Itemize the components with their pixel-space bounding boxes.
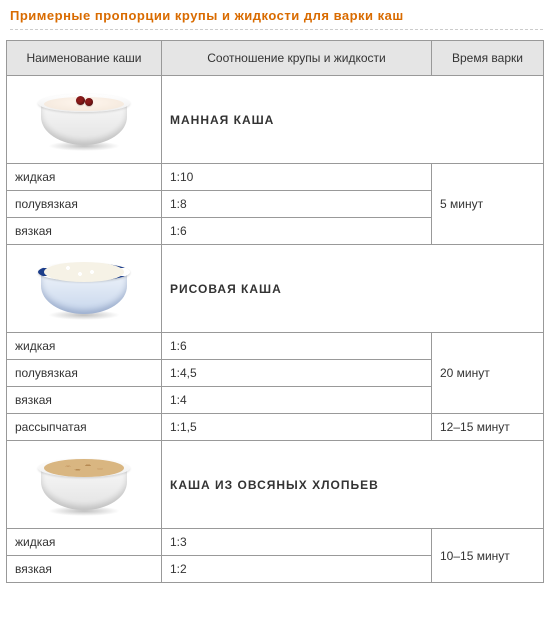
cell-ratio: 1:10: [162, 164, 432, 191]
cell-ratio: 1:4: [162, 387, 432, 414]
bowl-wrap: [15, 92, 153, 147]
cell-ratio: 1:3: [162, 529, 432, 556]
cell-time: 20 минут: [432, 333, 544, 414]
table-row: жидкая1:620 минут: [7, 333, 544, 360]
page-title: Примерные пропорции крупы и жидкости для…: [10, 8, 543, 30]
cell-ratio: 1:1,5: [162, 414, 432, 441]
table-row: жидкая1:310–15 минут: [7, 529, 544, 556]
cell-ratio: 1:8: [162, 191, 432, 218]
cell-ratio: 1:6: [162, 333, 432, 360]
cell-time: 12–15 минут: [432, 414, 544, 441]
section-image-cell: [7, 245, 162, 333]
table-row: рассыпчатая1:1,512–15 минут: [7, 414, 544, 441]
section-heading: КАША ИЗ ОВСЯНЫХ ХЛОПЬЕВ: [162, 441, 544, 529]
section-heading: МАННАЯ КАША: [162, 76, 544, 164]
cell-name: рассыпчатая: [7, 414, 162, 441]
col-header-time: Время варки: [432, 41, 544, 76]
cell-name: жидкая: [7, 529, 162, 556]
cell-time: 5 минут: [432, 164, 544, 245]
section-image-cell: [7, 76, 162, 164]
bowl-semolina-icon: [38, 92, 130, 147]
page: Примерные пропорции крупы и жидкости для…: [0, 0, 549, 587]
col-header-name: Наименование каши: [7, 41, 162, 76]
section-image-cell: [7, 441, 162, 529]
section-header-row: РИСОВАЯ КАША: [7, 245, 544, 333]
bowl-rice-icon: [38, 261, 130, 316]
cell-ratio: 1:2: [162, 556, 432, 583]
bowl-wrap: [15, 261, 153, 316]
cell-name: вязкая: [7, 387, 162, 414]
proportions-table: Наименование каши Соотношение крупы и жи…: [6, 40, 544, 583]
table-header-row: Наименование каши Соотношение крупы и жи…: [7, 41, 544, 76]
cell-ratio: 1:4,5: [162, 360, 432, 387]
col-header-ratio: Соотношение крупы и жидкости: [162, 41, 432, 76]
bowl-oat-icon: [38, 457, 130, 512]
section-header-row: МАННАЯ КАША: [7, 76, 544, 164]
cell-name: жидкая: [7, 333, 162, 360]
section-header-row: КАША ИЗ ОВСЯНЫХ ХЛОПЬЕВ: [7, 441, 544, 529]
cell-name: вязкая: [7, 556, 162, 583]
cell-name: полувязкая: [7, 191, 162, 218]
cell-time: 10–15 минут: [432, 529, 544, 583]
cell-name: жидкая: [7, 164, 162, 191]
section-heading: РИСОВАЯ КАША: [162, 245, 544, 333]
cell-name: вязкая: [7, 218, 162, 245]
table-row: жидкая1:105 минут: [7, 164, 544, 191]
cell-ratio: 1:6: [162, 218, 432, 245]
cell-name: полувязкая: [7, 360, 162, 387]
bowl-wrap: [15, 457, 153, 512]
